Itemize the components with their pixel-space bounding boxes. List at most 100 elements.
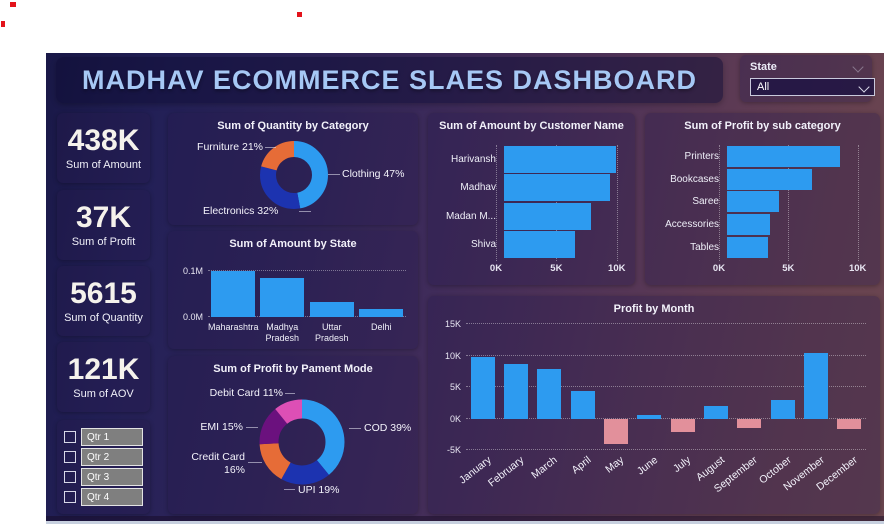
qtr4-button[interactable]: Qtr 4 [81, 488, 143, 506]
bar-july[interactable] [670, 418, 695, 433]
category-label: Madan M... [445, 210, 496, 222]
bar-bookcases[interactable] [727, 168, 813, 190]
kpi-label: Sum of Profit [71, 236, 136, 249]
leader-line [328, 174, 340, 175]
quarter-row: Qtr 3 [64, 468, 143, 486]
category-donut [254, 135, 334, 220]
category-label: Saree [692, 196, 719, 208]
bar-april[interactable] [570, 391, 595, 419]
bar-august[interactable] [703, 405, 728, 419]
bar-slot [733, 324, 766, 450]
bar-row: Madhav [440, 174, 621, 202]
x-axis-tick-label: 10K [608, 263, 626, 274]
bar-november[interactable] [803, 352, 828, 419]
bar-slot [499, 324, 532, 450]
subcategory-plot-area: Printers Bookcases Saree Accessories Tables 0… [657, 145, 866, 275]
bars-group: Printers Bookcases Saree Accessories Tables [657, 145, 866, 259]
bar-february[interactable] [503, 364, 528, 419]
kpi-label: Sum of AOV [73, 388, 134, 401]
kpi-label: Sum of Amount [65, 159, 142, 172]
bar-shiva[interactable] [504, 231, 576, 259]
red-artifact [297, 12, 302, 17]
kpi-label: Sum of Quantity [64, 312, 143, 325]
chevron-down-icon [852, 61, 864, 73]
kpi-value: 438K [67, 123, 140, 157]
x-axis-tick-label: April [569, 454, 594, 477]
kpi-card-amount: 438K Sum of Amount [57, 113, 150, 183]
qtr2-button[interactable]: Qtr 2 [81, 448, 143, 466]
bar-tables[interactable] [727, 237, 768, 259]
gridline [466, 449, 866, 450]
category-label: Bookcases [670, 173, 719, 185]
profit-by-month-chart: Profit by Month 15K 10K 5K 0K -5K January Febr… [428, 296, 880, 514]
bar-october[interactable] [770, 399, 795, 419]
y-axis-tick-label: 0K [449, 413, 461, 424]
bar-march[interactable] [537, 368, 562, 419]
y-axis-tick-label: 0.0M [182, 312, 203, 322]
bar-printers[interactable] [727, 145, 840, 167]
customer-plot-area: Harivansh Madhav Madan M... Shiva 0K 5K 10K [440, 145, 625, 275]
bar-may[interactable] [603, 418, 628, 444]
bar-harivansh[interactable] [504, 145, 616, 173]
x-axis-tick-label: Uttar Pradesh [314, 322, 349, 343]
bar-madhya-pradesh[interactable] [260, 278, 305, 317]
donut-segment-debit-card[interactable] [259, 399, 345, 485]
bar-delhi[interactable] [359, 308, 404, 317]
category-label: Shiva [470, 239, 496, 251]
x-axis-tick-label: 0K [712, 263, 726, 274]
bar-uttar-pradesh[interactable] [309, 302, 354, 317]
bars-group [208, 265, 406, 317]
bar-accessories[interactable] [727, 214, 771, 236]
qtr2-checkbox[interactable] [64, 451, 76, 463]
donut-segment-electronics[interactable] [260, 141, 328, 209]
kpi-card-quantity: 5615 Sum of Quantity [57, 266, 150, 336]
qtr3-checkbox[interactable] [64, 471, 76, 483]
bar-madhav[interactable] [504, 174, 611, 202]
bar-track [727, 145, 866, 167]
bar-saree[interactable] [727, 191, 780, 213]
x-axis-tick-label: Maharashtra [208, 322, 259, 332]
x-axis-tick-label: 5K [782, 263, 795, 274]
x-axis-tick-label: 5K [550, 263, 563, 274]
qtr4-checkbox[interactable] [64, 491, 76, 503]
red-artifact [10, 2, 16, 7]
x-axis-tick-label: February [486, 454, 527, 490]
donut-label-upi: UPI 19% [298, 484, 340, 496]
quarter-row: Qtr 2 [64, 448, 143, 466]
category-label: Printers [684, 150, 719, 162]
x-axis-tick-label: December [814, 454, 860, 494]
state-select[interactable]: All [750, 78, 875, 96]
donut-label-clothing: Clothing 47% [342, 168, 405, 180]
quarter-row: Qtr 1 [64, 428, 143, 446]
bar-december[interactable] [837, 418, 862, 430]
category-label: Madhav [460, 182, 496, 194]
bar-january[interactable] [470, 357, 495, 419]
gridline [857, 145, 859, 261]
gridline [788, 145, 790, 261]
bar-madan-m-[interactable] [504, 202, 592, 230]
amount-by-customer-chart: Sum of Amount by Customer Name Harivansh… [428, 113, 635, 285]
bar-track [727, 237, 866, 259]
category-label: Tables [690, 242, 719, 254]
gridline [466, 417, 866, 419]
gridline [208, 269, 406, 271]
leader-line [246, 427, 258, 428]
qtr1-checkbox[interactable] [64, 431, 76, 443]
chevron-down-icon [858, 81, 870, 93]
chart-title: Sum of Profit by Pament Mode [213, 363, 373, 375]
qtr1-button[interactable]: Qtr 1 [81, 428, 143, 446]
bar-maharashtra[interactable] [210, 270, 255, 317]
donut-segment-furniture[interactable] [260, 141, 328, 209]
donut-label-cod: COD 39% [364, 422, 412, 434]
bar-slot [799, 324, 832, 450]
donut-segment-upi[interactable] [259, 399, 345, 485]
quantity-by-category-chart: Sum of Quantity by Category Furniture 21… [168, 113, 418, 225]
qtr3-button[interactable]: Qtr 3 [81, 468, 143, 486]
payment-donut [250, 390, 354, 499]
bar-june[interactable] [637, 415, 662, 419]
chart-title: Sum of Profit by sub category [684, 120, 841, 132]
bar-september[interactable] [737, 418, 762, 428]
donut-segment-emi[interactable] [259, 399, 345, 485]
chart-title: Sum of Amount by Customer Name [439, 120, 624, 132]
bar-track [504, 145, 621, 173]
